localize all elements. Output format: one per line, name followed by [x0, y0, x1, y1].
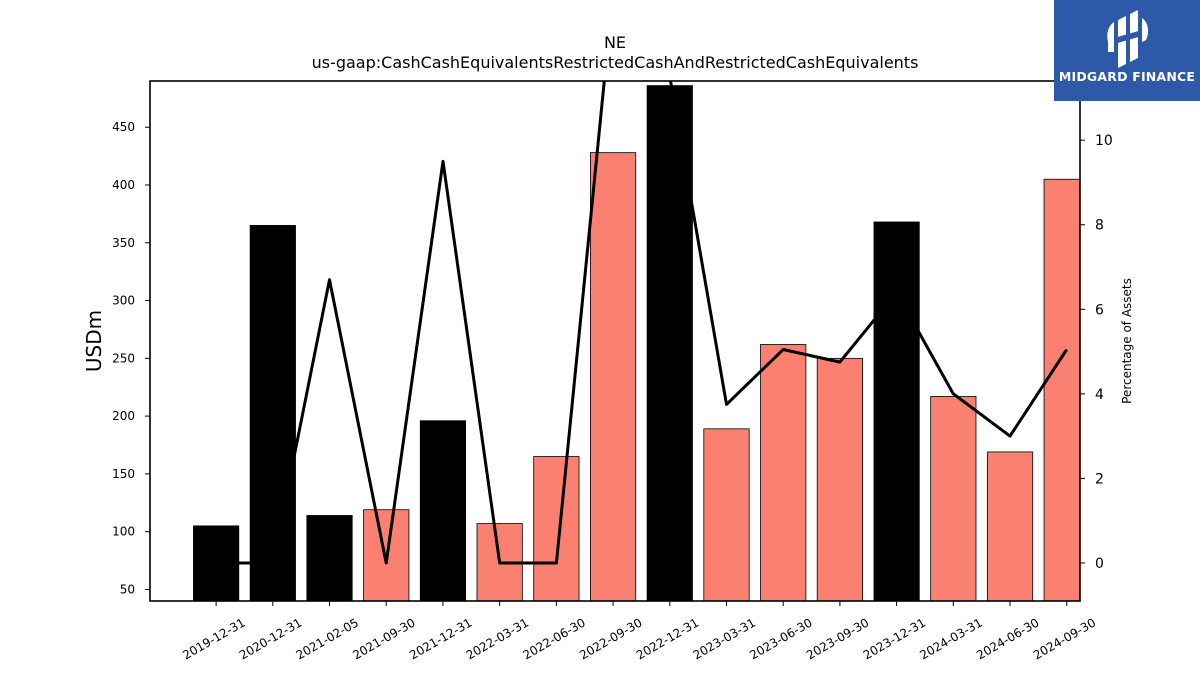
x-tick-label: 2022-06-30	[520, 615, 587, 662]
bar-2024-03-31	[930, 396, 977, 601]
x-tick-label: 2024-09-30	[1031, 615, 1098, 662]
bar-2021-12-31	[419, 420, 467, 601]
x-tick-label: 2023-03-31	[691, 615, 758, 662]
x-tick-label: 2023-06-30	[747, 615, 814, 662]
y2-axis-label: Percentage of Assets	[1120, 278, 1134, 404]
x-tick-label: 2020-12-31	[237, 615, 304, 662]
x-tick-label: 2021-09-30	[350, 615, 417, 662]
bar-2022-06-30	[533, 456, 580, 601]
y2-tick-label: 8	[1095, 218, 1104, 234]
y2-tick-label: 6	[1095, 302, 1104, 318]
bar-2024-09-30	[1043, 178, 1080, 601]
y-tick-label: 400	[112, 178, 135, 192]
bar-2022-09-30	[589, 152, 637, 601]
y-axis-label: USDm	[82, 310, 106, 372]
x-tick-label: 2019-12-31	[180, 615, 247, 662]
y2-tick-label: 4	[1095, 387, 1104, 403]
midgard-logo-icon	[1107, 10, 1149, 68]
y2-tick-label: 0	[1095, 556, 1104, 572]
y-tick-label: 250	[112, 351, 135, 365]
y-tick-label: 50	[120, 582, 135, 596]
logo-brand-text: MIDGARD FINANCE	[1058, 69, 1196, 84]
bar-2023-12-31	[873, 221, 920, 601]
percentage-line	[216, 81, 1068, 565]
bars-group	[193, 85, 1080, 601]
x-tick-label: 2022-09-30	[577, 615, 644, 662]
bar-2024-06-30	[986, 451, 1034, 601]
x-tick-label: 2024-03-31	[917, 615, 984, 662]
company-logo: MIDGARD FINANCE	[1054, 0, 1200, 101]
y-tick-label: 100	[112, 525, 135, 539]
x-tick-label: 2021-02-05	[294, 615, 361, 662]
y-tick-label: 300	[112, 294, 135, 308]
y-tick-label: 350	[112, 236, 135, 250]
bar-2023-03-31	[703, 428, 750, 601]
y-tick-label: 150	[112, 467, 135, 481]
bar-2021-02-05	[306, 515, 353, 601]
x-tick-label: 2023-09-30	[804, 615, 871, 662]
y2-tick-label: 10	[1095, 133, 1113, 149]
bar-2020-12-31	[249, 225, 296, 601]
y-tick-label: 200	[112, 409, 135, 423]
chart-title: NE	[604, 33, 626, 52]
x-tick-label: 2021-12-31	[407, 615, 474, 662]
y2-tick-label: 2	[1095, 471, 1104, 487]
x-tick-label: 2023-12-31	[861, 615, 928, 662]
y-tick-label: 450	[112, 120, 135, 134]
plot-frame	[149, 80, 1081, 602]
bar-2023-09-30	[816, 357, 863, 601]
x-tick-label: 2024-06-30	[974, 615, 1041, 662]
x-tick-label: 2022-03-31	[464, 615, 531, 662]
x-tick-label: 2022-12-31	[634, 615, 701, 662]
line-group	[216, 81, 1068, 565]
bar-2023-06-30	[760, 344, 807, 601]
chart-subtitle: us-gaap:CashCashEquivalentsRestrictedCas…	[312, 53, 919, 72]
